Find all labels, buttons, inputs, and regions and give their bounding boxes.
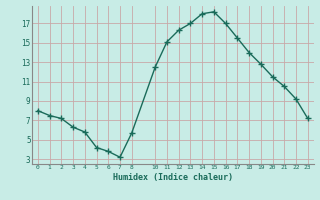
X-axis label: Humidex (Indice chaleur): Humidex (Indice chaleur) — [113, 173, 233, 182]
